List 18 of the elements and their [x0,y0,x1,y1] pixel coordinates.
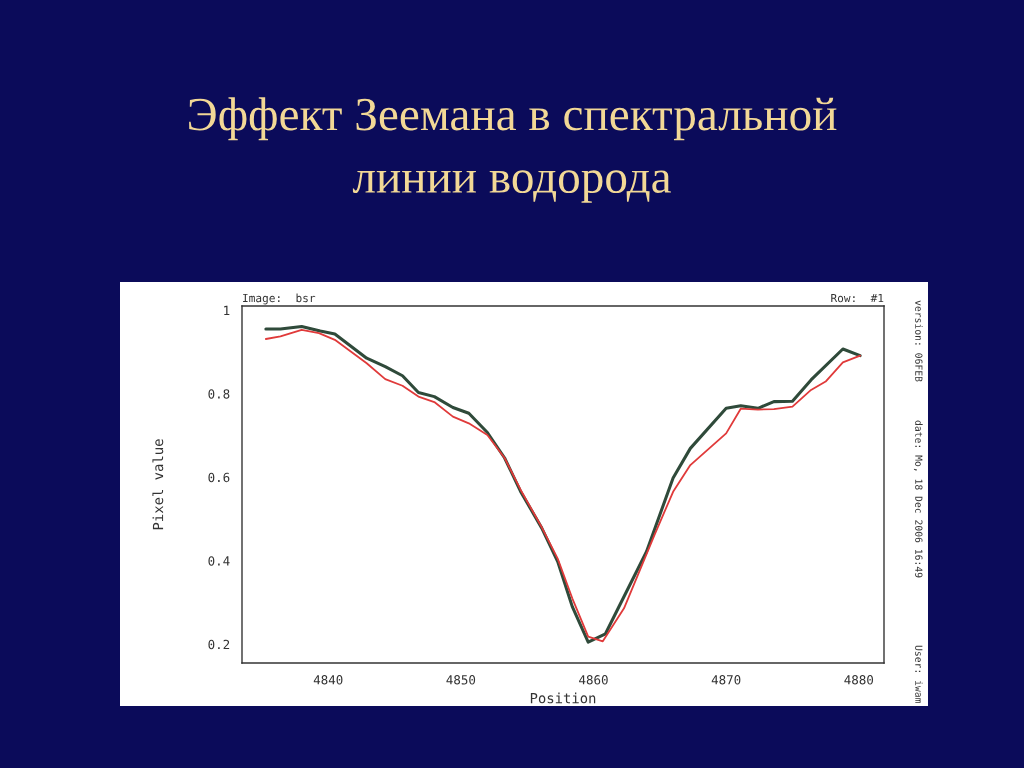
x-axis-title: Position [530,692,596,704]
y-tick-label: 1 [224,305,230,315]
y-tick-label: 0.6 [208,472,230,483]
x-tick-label: 4850 [446,675,476,685]
x-tick-label: 4870 [711,675,741,685]
y-tick-label: 0.8 [208,389,230,399]
x-tick-label: 4840 [313,675,343,685]
x-tick-label: 4860 [579,675,608,685]
text: version: 06FEB [915,300,923,382]
text: Row: #1 [831,293,884,303]
y-axis-title: Pixel value [152,439,164,530]
text: date: Mo, 18 Dec 2006 16:49 [913,420,923,578]
chart-title: Эффект Зеемана в спектральной линии водорода [189,97,837,203]
text: Image: bsr [243,293,316,305]
y-tick-label: 0.2 [208,639,230,650]
text: User: iwam [915,645,923,704]
y-tick-label: 0.4 [208,556,230,566]
x-tick-label: 4880 [844,675,874,685]
